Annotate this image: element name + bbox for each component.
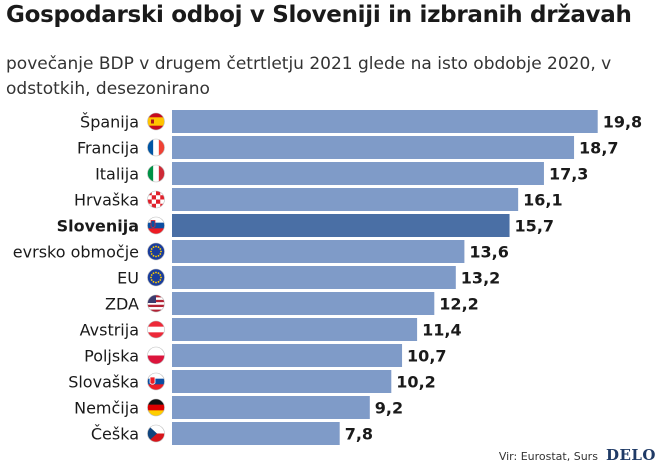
- footer: Vir: Eurostat, Surs DELO: [499, 446, 656, 464]
- slovenia-flag-icon: [147, 216, 165, 235]
- value-label: 7,8: [345, 425, 373, 444]
- bar: [172, 318, 418, 341]
- value-label: 19,8: [603, 113, 642, 132]
- bar: [172, 136, 575, 159]
- value-label: 16,1: [523, 191, 562, 210]
- chart-title: Gospodarski odboj v Sloveniji in izbrani…: [6, 2, 632, 28]
- croatia-flag-icon: [147, 190, 165, 209]
- bar: [172, 266, 456, 289]
- slovakia-flag-icon: [147, 372, 165, 391]
- category-label: Italija: [95, 165, 139, 184]
- eu-flag-icon: [147, 242, 165, 261]
- value-label: 13,2: [461, 269, 500, 288]
- category-label: Slovaška: [68, 373, 139, 392]
- category-label: Slovenija: [57, 217, 139, 236]
- bar: [172, 344, 403, 367]
- bar: [172, 188, 519, 211]
- spain-flag-icon: [147, 112, 165, 131]
- value-label: 15,7: [515, 217, 554, 236]
- category-label: Nemčija: [74, 399, 139, 418]
- value-label: 10,7: [407, 347, 446, 366]
- category-label: Hrvaška: [74, 191, 139, 210]
- category-label: Češka: [91, 425, 139, 444]
- value-label: 11,4: [422, 321, 461, 340]
- bar: [172, 422, 340, 445]
- poland-flag-icon: [147, 346, 165, 365]
- source-note: Vir: Eurostat, Surs: [498, 450, 598, 463]
- value-label: 13,6: [469, 243, 508, 262]
- bar: [172, 396, 370, 419]
- usa-flag-icon: [147, 294, 165, 313]
- italy-flag-icon: [147, 164, 165, 183]
- value-label: 12,2: [439, 295, 478, 314]
- chart-subtitle: povečanje BDP v drugem četrtletju 2021 g…: [6, 54, 612, 99]
- bar: [172, 162, 544, 185]
- bar: [172, 370, 392, 393]
- category-label: evrsko območje: [13, 243, 139, 262]
- category-label: Poljska: [84, 347, 139, 366]
- delo-logo: DELO: [605, 446, 656, 464]
- bar: [172, 110, 598, 133]
- eu-flag-icon: [147, 268, 165, 287]
- czechia-flag-icon: [147, 424, 165, 443]
- france-flag-icon: [147, 138, 165, 157]
- category-label: Francija: [77, 139, 139, 158]
- value-label: 9,2: [375, 399, 403, 418]
- value-label: 10,2: [396, 373, 435, 392]
- value-label: 17,3: [549, 165, 588, 184]
- bar: [172, 214, 510, 237]
- value-label: 18,7: [579, 139, 618, 158]
- category-label: Avstrija: [80, 321, 139, 340]
- category-label: EU: [117, 269, 139, 288]
- austria-flag-icon: [147, 320, 165, 339]
- bar: [172, 292, 435, 315]
- category-label: ZDA: [105, 295, 139, 314]
- bar: [172, 240, 465, 263]
- germany-flag-icon: [147, 398, 165, 417]
- category-label: Španija: [80, 113, 139, 132]
